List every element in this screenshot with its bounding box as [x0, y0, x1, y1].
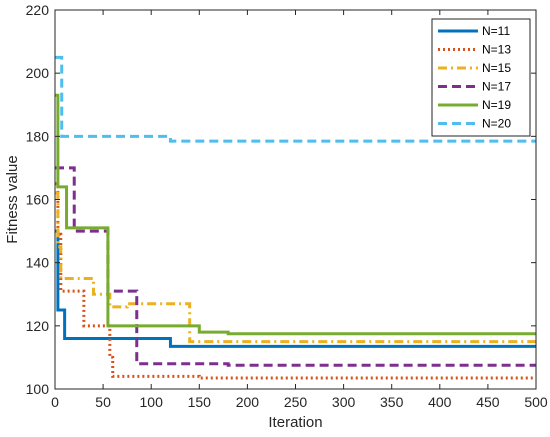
- y-tick-label: 180: [26, 128, 50, 144]
- x-tick-label: 400: [428, 394, 452, 410]
- y-tick-label: 120: [26, 318, 50, 334]
- y-tick-label: 220: [26, 2, 50, 18]
- legend-label-n-11: N=11: [482, 24, 510, 38]
- x-tick-label: 0: [51, 394, 59, 410]
- legend-label-n-19: N=19: [482, 98, 511, 112]
- x-tick-label: 350: [380, 394, 404, 410]
- x-tick-label: 150: [188, 394, 212, 410]
- series-layer: [55, 55, 536, 380]
- y-tick-label: 160: [26, 192, 50, 208]
- y-tick-label: 140: [26, 255, 50, 271]
- x-tick-label: 250: [284, 394, 308, 410]
- ticks-layer: 0 50 100 150 200 250 300 350 400 450 500 100 120 140 1…: [26, 2, 548, 410]
- y-tick-label: 200: [26, 65, 50, 81]
- x-tick-label: 500: [524, 394, 548, 410]
- series-line-n-15: [55, 191, 536, 344]
- series-line-n-11: [55, 229, 536, 348]
- legend-label-n-13: N=13: [482, 43, 511, 57]
- legend-label-n-17: N=17: [482, 80, 511, 94]
- x-axis-title: Iteration: [268, 414, 322, 431]
- x-tick-label: 50: [95, 394, 111, 410]
- series-line-n-17: [55, 166, 536, 367]
- x-tick-label: 200: [236, 394, 260, 410]
- legend: N=11 N=13 N=15 N=17 N=19 N=20: [431, 18, 531, 137]
- series-line-n-20: [55, 55, 536, 143]
- legend-label-n-20: N=20: [482, 117, 511, 131]
- series-line-n-19: [55, 93, 536, 336]
- y-tick-label: 100: [26, 381, 50, 397]
- x-tick-label: 450: [476, 394, 500, 410]
- legend-label-n-15: N=15: [482, 61, 511, 75]
- legend-box: [431, 18, 531, 137]
- x-tick-label: 300: [332, 394, 356, 410]
- x-tick-label: 100: [140, 394, 164, 410]
- y-axis-title: Fitness value: [4, 155, 21, 243]
